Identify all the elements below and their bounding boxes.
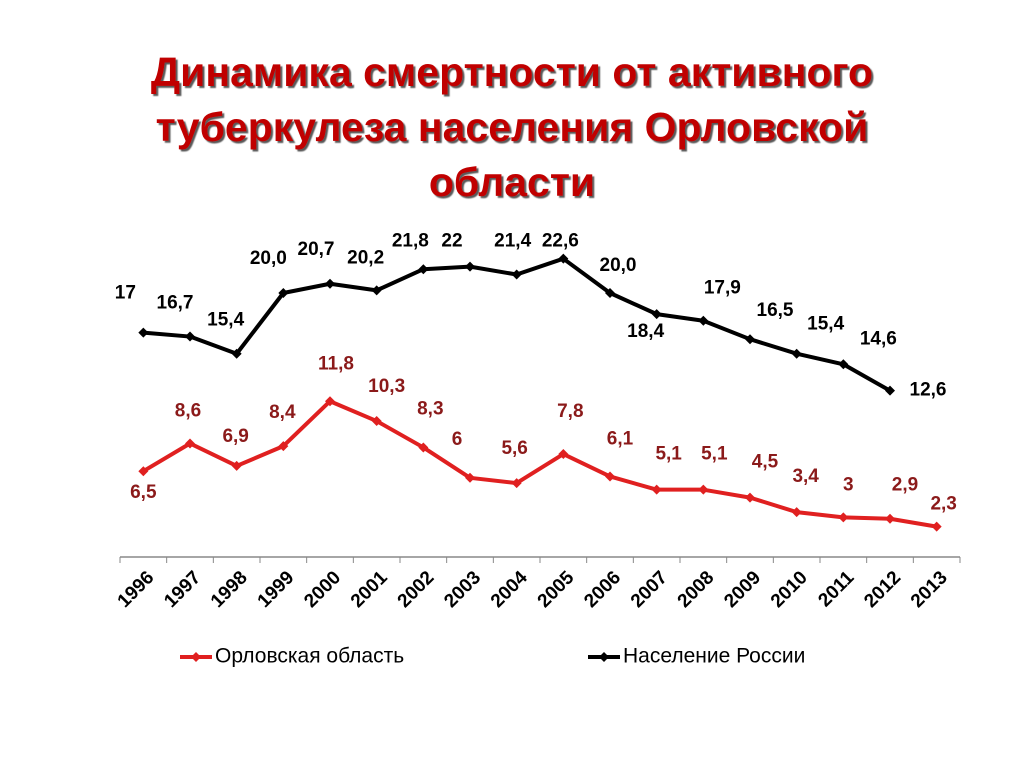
point	[558, 253, 569, 264]
title-group: Динамика смертности от активного туберку…	[151, 49, 873, 205]
point	[511, 478, 522, 489]
value-label: 12,6	[910, 380, 947, 401]
value-label: 20,2	[347, 247, 384, 268]
point	[885, 385, 895, 396]
x-tick-label: 2003	[440, 567, 485, 612]
value-label: 22,6	[542, 231, 579, 252]
value-label: 20,0	[600, 255, 637, 276]
value-label: 7,8	[557, 401, 583, 422]
value-label: 21,8	[392, 230, 429, 251]
x-tick-label: 2008	[674, 567, 719, 612]
legend-marker	[599, 652, 609, 662]
point	[511, 269, 522, 280]
value-label: 16,5	[757, 300, 794, 321]
point	[371, 285, 382, 296]
x-tick-label: 1996	[114, 567, 159, 612]
legend-marker	[191, 652, 201, 662]
value-label: 11,8	[318, 353, 354, 374]
x-tick-label: 2004	[487, 567, 532, 612]
chart-title: области	[429, 159, 595, 205]
point	[698, 315, 709, 326]
value-label: 8,4	[269, 402, 296, 423]
point	[138, 466, 149, 477]
point	[371, 416, 382, 427]
value-label: 20,7	[298, 239, 335, 260]
point	[231, 348, 242, 359]
point	[605, 471, 615, 482]
legend-label: Население России	[623, 645, 805, 668]
point	[465, 261, 475, 272]
chart-title: туберкулеза населения Орловской	[156, 104, 869, 150]
point	[931, 521, 942, 532]
point	[185, 331, 195, 342]
value-label: 5,1	[701, 444, 728, 465]
value-label: 17	[115, 283, 136, 304]
x-tick-label: 2002	[394, 567, 439, 612]
x-tick-label: 2009	[720, 567, 765, 612]
point	[278, 441, 289, 452]
value-label: 2,3	[930, 494, 956, 515]
value-label: 5,6	[501, 438, 527, 459]
x-tick-label: 2001	[347, 567, 392, 612]
value-label: 15,4	[207, 310, 244, 331]
value-label: 8,3	[417, 398, 443, 419]
x-tick-label: 2007	[627, 567, 672, 612]
x-tick-label: 2000	[300, 567, 345, 612]
point	[231, 460, 242, 471]
legend-label: Орловская область	[215, 645, 404, 668]
x-tick-label: 2005	[534, 567, 579, 612]
point	[791, 507, 802, 518]
x-tick-label: 2012	[860, 567, 905, 612]
point	[605, 288, 615, 298]
point	[465, 472, 475, 483]
value-label: 16,7	[157, 293, 194, 314]
x-tick-label: 1997	[160, 567, 205, 612]
value-label: 22	[441, 231, 462, 252]
x-tick-label: 2013	[907, 567, 952, 612]
value-label: 10,3	[368, 376, 405, 397]
value-label: 8,6	[175, 400, 201, 421]
point	[138, 327, 149, 338]
value-label: 3	[843, 474, 854, 495]
point	[651, 309, 662, 320]
value-label: 3,4	[792, 466, 819, 487]
chart-title: Динамика смертности от активного	[151, 49, 873, 95]
value-label: 2,9	[892, 475, 918, 496]
value-label: 14,6	[860, 328, 897, 349]
value-label: 6,5	[130, 482, 157, 503]
value-label: 20,0	[250, 248, 287, 269]
point	[418, 264, 429, 275]
value-label: 15,4	[807, 314, 844, 335]
point	[418, 442, 429, 453]
value-label: 6,1	[607, 428, 634, 449]
point	[745, 492, 755, 503]
point	[698, 484, 709, 495]
point	[745, 334, 755, 345]
point	[185, 438, 195, 449]
x-tick-label: 2010	[767, 567, 812, 612]
value-label: 21,4	[494, 231, 531, 252]
point	[838, 512, 849, 523]
point	[325, 396, 335, 407]
x-tick-label: 2011	[814, 567, 858, 611]
point	[651, 484, 662, 495]
point	[278, 288, 289, 298]
x-tick-label: 1998	[207, 567, 252, 612]
point	[325, 278, 335, 289]
value-label: 4,5	[752, 452, 779, 473]
point	[838, 359, 849, 370]
x-tick-label: 2006	[580, 567, 625, 612]
series-line	[142, 399, 938, 529]
point	[791, 348, 802, 359]
point	[558, 449, 569, 460]
value-label: 5,1	[655, 444, 682, 465]
point	[885, 513, 895, 524]
x-tick-label: 1999	[254, 567, 299, 612]
value-label: 17,9	[704, 278, 741, 299]
value-label: 18,4	[627, 321, 664, 342]
value-label: 6,9	[222, 426, 248, 447]
value-label: 6	[452, 429, 463, 450]
